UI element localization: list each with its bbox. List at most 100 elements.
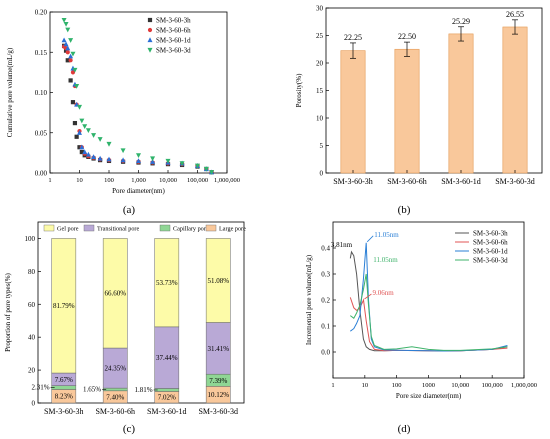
data-point <box>209 170 215 175</box>
data-label: 22.50 <box>398 32 416 41</box>
data-point <box>120 157 126 163</box>
legend-marker <box>147 27 153 33</box>
bar <box>340 50 366 174</box>
legend-label: Gel pore <box>57 226 79 233</box>
data-point <box>85 128 91 134</box>
panel-label-c: (c) <box>123 423 136 435</box>
data-label: 53.73% <box>156 279 178 287</box>
y-tick-label: 25 <box>316 32 324 40</box>
legend-label: Transitional pore <box>97 226 139 233</box>
legend-swatch <box>205 224 217 232</box>
y-tick-label: 0.1 <box>321 323 330 331</box>
data-label: 22.25 <box>344 33 362 42</box>
data-label: 81.79% <box>53 302 75 310</box>
data-point <box>91 133 97 138</box>
legend-label: SM-3-60-1d <box>473 248 508 256</box>
data-point <box>68 53 74 59</box>
y-tick-label: 0.0 <box>321 349 330 357</box>
data-point <box>203 166 209 172</box>
y-tick-label: 0.3 <box>321 271 330 279</box>
x-tick-label: SM-3-60-6h <box>387 177 427 186</box>
stack-segment <box>51 238 77 374</box>
data-label: 7.67% <box>55 376 73 384</box>
y-tick-label: 20 <box>28 367 36 375</box>
data-label: 66.60% <box>104 290 126 298</box>
stack-segment <box>154 326 180 389</box>
legend-label: SM-3-60-6h <box>473 239 508 247</box>
stack-segment <box>154 388 180 392</box>
y-tick-label: 10 <box>316 115 324 123</box>
data-label: 26.55 <box>506 10 524 19</box>
data-point <box>74 83 80 89</box>
data-point <box>150 159 156 164</box>
legend-label: Large pore <box>219 226 246 233</box>
x-tick-label: SM-3-60-3d <box>495 177 535 186</box>
legend-marker <box>147 37 153 43</box>
legend-label: Capillary pore <box>173 226 209 233</box>
data-point <box>106 141 112 147</box>
data-point <box>70 100 76 105</box>
y-tick-label: 0.15 <box>35 49 48 57</box>
chart-a: 1 10 100 1,000 10,000 100,000 1,000,000 0.00 0.0… <box>6 9 240 196</box>
data-point <box>65 50 70 55</box>
data-point <box>61 17 67 23</box>
y-tick-label: 0 <box>32 400 36 408</box>
legend-marker <box>147 47 153 53</box>
legend-label: SM-3-60-3d <box>156 47 191 55</box>
data-label: 25.29 <box>452 17 470 26</box>
data-point <box>97 137 103 142</box>
data-point <box>77 145 82 150</box>
y-axis-label: Cumulative pore volume(mL/g) <box>6 47 14 137</box>
data-point <box>68 78 73 83</box>
legend-swatch <box>43 224 55 232</box>
legend-label: SM-3-60-3h <box>473 230 508 238</box>
annotation: 11.05nm <box>374 231 399 239</box>
bar <box>448 33 474 174</box>
plot-frame <box>49 11 228 174</box>
data-point <box>79 149 84 155</box>
data-point <box>70 51 76 57</box>
data-point <box>65 27 71 33</box>
legend-marker <box>147 17 153 23</box>
x-tick-label: 100 <box>392 382 402 389</box>
stack-segment <box>102 238 128 349</box>
data-point <box>136 153 141 158</box>
x-axis-label: Pore size diameter(nm) <box>396 392 462 400</box>
x-tick-label: SM-3-60-1d <box>441 177 481 186</box>
y-tick-label: 60 <box>28 301 36 309</box>
data-label: 37.44% <box>156 354 178 362</box>
x-tick-label: 1,000,000 <box>214 177 240 184</box>
stack-segment <box>51 385 77 390</box>
y-tick-label: 5 <box>320 142 324 150</box>
y-tick-label: 40 <box>28 334 36 342</box>
panel-label-b: (b) <box>398 204 411 216</box>
data-point <box>150 156 156 162</box>
x-tick-label: 10 <box>362 382 369 389</box>
x-tick-label: SM-3-60-3d <box>198 407 238 416</box>
y-tick-label: 80 <box>28 268 36 276</box>
legend-swatch <box>83 224 95 232</box>
data-point <box>165 158 171 164</box>
y-tick-label: 0.2 <box>321 297 330 305</box>
x-tick-label: SM-3-60-6h <box>95 407 135 416</box>
plot-frame <box>37 221 245 404</box>
legend-label: SM-3-60-6h <box>156 27 191 35</box>
data-point <box>195 163 200 169</box>
x-axis-label: Pore diameter(nm) <box>112 187 165 195</box>
data-point <box>82 149 88 155</box>
data-point <box>68 38 74 43</box>
annotation: 11.05nm <box>373 256 398 264</box>
data-point <box>136 158 141 164</box>
stack-segment <box>154 238 180 328</box>
data-point <box>77 130 82 135</box>
x-tick-label: 10,000 <box>451 382 469 389</box>
x-tick-label: 100 <box>104 177 114 184</box>
data-label: 7.02% <box>158 394 176 402</box>
y-tick-label: 0.20 <box>35 9 48 17</box>
data-point <box>61 37 67 43</box>
data-label: 51.08% <box>207 277 229 285</box>
x-tick-label: 1,000,000 <box>511 382 537 389</box>
y-tick-label: 0.00 <box>35 170 48 178</box>
data-point <box>85 151 91 157</box>
